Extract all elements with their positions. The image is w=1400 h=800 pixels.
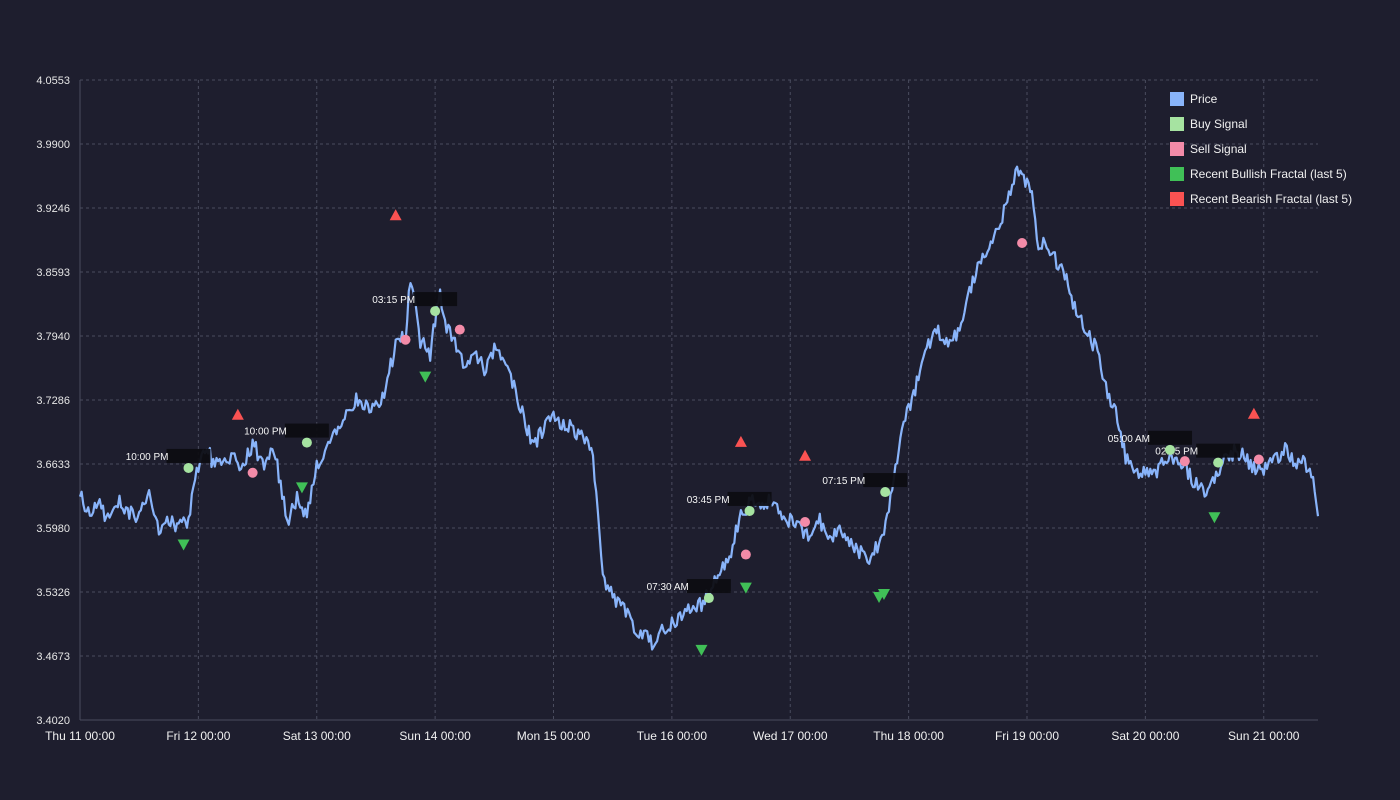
legend-label: Price: [1190, 92, 1218, 106]
signal-label-box: [166, 448, 211, 463]
bullish-fractal-marker: [695, 644, 708, 656]
bullish-fractal-marker: [295, 482, 308, 494]
signal-label-box: [686, 579, 731, 594]
x-tick-label: Fri 19 00:00: [995, 729, 1059, 743]
sell-signal-marker: [454, 324, 465, 335]
y-tick-label: 3.7940: [36, 331, 70, 343]
signal-time-label: 10:00 PM: [244, 427, 287, 438]
x-tick-label: Sat 20 00:00: [1111, 729, 1179, 743]
x-tick-label: Fri 12 00:00: [166, 729, 230, 743]
x-tick-label: Thu 11 00:00: [45, 729, 115, 743]
signal-label-box: [863, 473, 908, 488]
bearish-fractal-marker: [734, 435, 747, 447]
x-tick-label: Tue 16 00:00: [637, 729, 708, 743]
signal-time-label: 03:15 PM: [372, 295, 415, 306]
buy-signal-marker: [430, 306, 441, 317]
sell-signal-marker: [1017, 238, 1028, 249]
x-tick-label: Wed 17 00:00: [753, 729, 828, 743]
signal-label-box: [284, 423, 329, 438]
buy-signal-marker: [1213, 457, 1224, 468]
y-tick-label: 3.5326: [36, 587, 70, 599]
y-tick-label: 4.0553: [36, 75, 70, 87]
bearish-fractal-marker: [1247, 407, 1260, 419]
y-tick-label: 3.7286: [36, 395, 70, 407]
signal-label-box: [727, 491, 772, 506]
signal-label-box: [1148, 430, 1193, 445]
signal-time-label: 05:00 AM: [1108, 434, 1150, 445]
buy-signal-marker: [1165, 444, 1176, 455]
signal-time-label: 10:00 PM: [126, 452, 169, 463]
legend-swatch: [1170, 92, 1184, 106]
legend-label: Sell Signal: [1190, 142, 1247, 156]
signal-time-label: 03:45 PM: [687, 495, 730, 506]
legend-label: Recent Bullish Fractal (last 5): [1190, 167, 1347, 181]
x-tick-label: Sun 21 00:00: [1228, 729, 1300, 743]
legend-swatch: [1170, 167, 1184, 181]
bullish-fractal-marker: [739, 582, 752, 594]
y-tick-label: 3.5980: [36, 523, 70, 535]
bullish-fractal-marker: [1208, 512, 1221, 524]
sell-signal-marker: [1253, 454, 1264, 465]
y-tick-label: 3.4020: [36, 715, 70, 727]
buy-signal-marker: [183, 462, 194, 473]
bullish-fractal-marker: [177, 539, 190, 551]
signal-label-box: [1196, 443, 1241, 458]
buy-signal-marker: [880, 487, 891, 498]
x-tick-label: Mon 15 00:00: [517, 729, 591, 743]
signal-time-label: 07:30 AM: [647, 582, 689, 593]
y-tick-label: 3.4673: [36, 651, 70, 663]
signal-time-label: 02:45 PM: [1155, 447, 1198, 458]
y-tick-label: 3.9246: [36, 203, 70, 215]
signal-label-box: [413, 292, 458, 307]
legend-swatch: [1170, 117, 1184, 131]
buy-signal-marker: [703, 593, 714, 604]
legend-swatch: [1170, 192, 1184, 206]
x-tick-label: Sat 13 00:00: [283, 729, 351, 743]
bullish-fractal-marker: [419, 371, 432, 383]
bearish-fractal-marker: [799, 449, 812, 461]
bearish-fractal-marker: [389, 209, 402, 221]
legend: Price Buy Signal Sell Signal Recent Bullish…: [1170, 92, 1352, 206]
legend-swatch: [1170, 142, 1184, 156]
buy-signal-marker: [744, 505, 755, 516]
sell-signal-marker: [400, 334, 411, 345]
bullish-fractal-marker: [877, 589, 890, 601]
bearish-fractal-marker: [231, 408, 244, 420]
buy-signal-marker: [301, 437, 312, 448]
sell-signal-marker: [740, 549, 751, 560]
x-tick-label: Sun 14 00:00: [399, 729, 471, 743]
sell-signal-marker: [247, 467, 258, 478]
signal-time-label: 07:15 PM: [822, 476, 865, 487]
x-tick-label: Thu 18 00:00: [873, 729, 944, 743]
grid: [79, 79, 1318, 721]
price-line: [78, 165, 1320, 651]
legend-label: Recent Bearish Fractal (last 5): [1190, 192, 1352, 206]
y-tick-label: 3.6633: [36, 459, 70, 471]
sell-signal-marker: [1179, 456, 1190, 467]
sell-signal-marker: [800, 517, 811, 528]
y-tick-label: 3.9900: [36, 139, 70, 151]
y-tick-label: 3.8593: [36, 267, 70, 279]
legend-label: Buy Signal: [1190, 117, 1247, 131]
